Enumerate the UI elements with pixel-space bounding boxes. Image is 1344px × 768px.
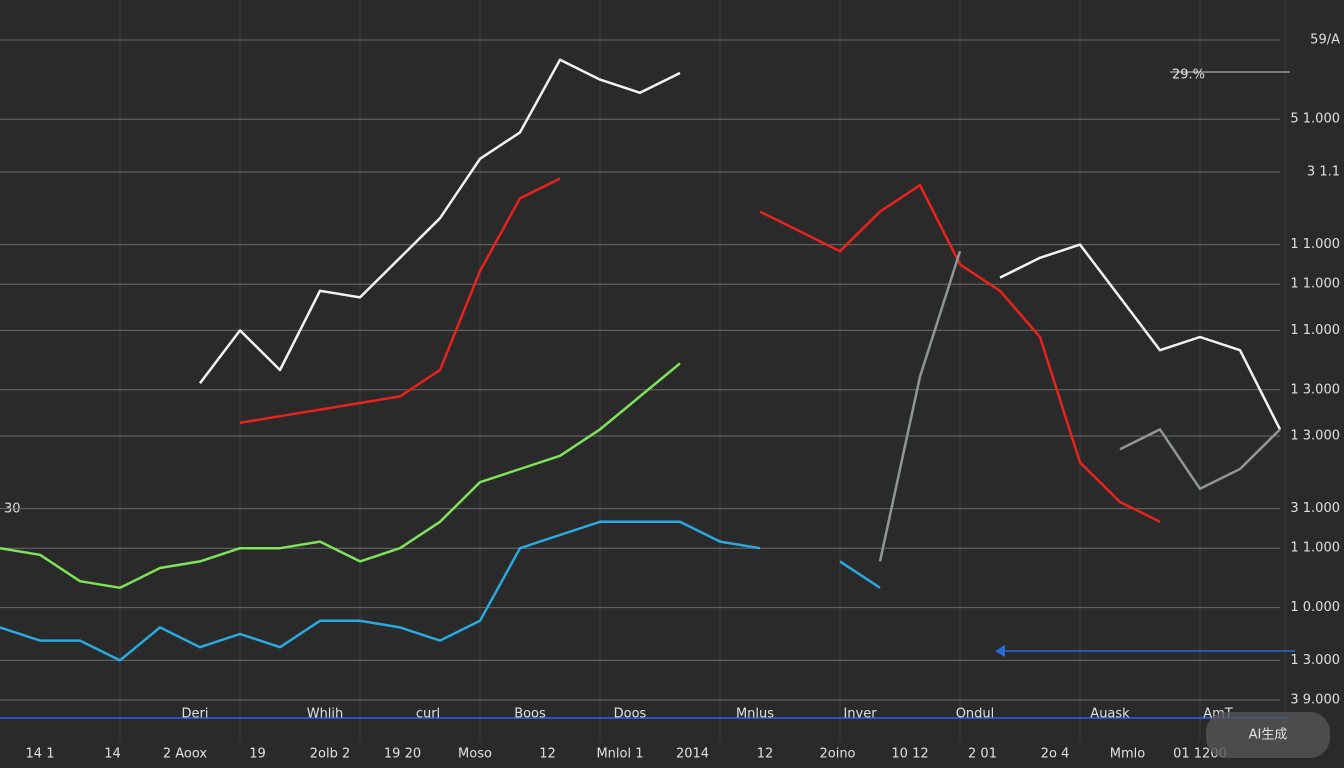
footer-label: 12 <box>757 747 774 762</box>
footer-label: 2o 4 <box>1041 747 1070 762</box>
y-tick-label: 59/A <box>1310 33 1340 48</box>
line-series <box>1119 428 1281 491</box>
footer-label: 14 1 <box>26 747 55 762</box>
vertical-grid <box>119 0 1286 740</box>
footer-label: 2olb 2 <box>310 747 351 762</box>
watermark: AI生成 <box>1249 728 1288 743</box>
x-tick-label: curl <box>416 707 440 722</box>
footer-label: 2 Aoox <box>163 747 208 762</box>
watermark-badge <box>1206 712 1330 758</box>
line-series <box>878 250 962 562</box>
line-series <box>0 520 761 662</box>
x-tick-label: Mnlus <box>736 707 774 722</box>
footer-label: 19 20 <box>384 747 421 762</box>
line-series <box>199 58 681 384</box>
x-tick-label: Ondul <box>956 707 995 722</box>
y-tick-label: 1 1.000 <box>1290 237 1340 252</box>
marker-arrow <box>995 645 1005 657</box>
y-tick-label: 1 0.000 <box>1290 600 1340 615</box>
footer-label: Mmlo <box>1110 747 1145 762</box>
x-tick-label: Auask <box>1090 707 1130 722</box>
x-tick-label: Boos <box>514 707 546 722</box>
y-tick-label: 5 1.000 <box>1290 112 1340 127</box>
footer-label: Moso <box>458 747 492 762</box>
y-tick-label: 1 3.000 <box>1290 429 1340 444</box>
x-tick-label: Deri <box>182 707 209 722</box>
y-tick-label: 1 1.000 <box>1290 323 1340 338</box>
line-series <box>759 183 1161 523</box>
chart-title: 29.% <box>1172 68 1205 83</box>
y-tick-label: 1 3.000 <box>1290 382 1340 397</box>
y-tick-label: 1 1.000 <box>1290 541 1340 556</box>
footer-label: 19 <box>249 747 266 762</box>
x-tick-label: Inver <box>843 707 877 722</box>
footer-label: Mnlol 1 <box>596 747 643 762</box>
x-tick-label: Whlih <box>307 707 344 722</box>
footer-label: 14 <box>104 747 121 762</box>
footer-label: 2014 <box>676 747 709 762</box>
line-series <box>0 362 681 590</box>
footer-label: 10 12 <box>891 747 928 762</box>
footer-label: 2oino <box>819 747 855 762</box>
y-tick-label: 3 1.1 <box>1307 165 1340 180</box>
y-tick-label: 1 3.000 <box>1290 653 1340 668</box>
footer-label: 2 01 <box>968 747 997 762</box>
line-series <box>839 560 881 589</box>
line-series <box>239 177 561 425</box>
line-series <box>999 243 1282 430</box>
y-tick-label: 3 9.000 <box>1290 693 1340 708</box>
x-tick-label: Doos <box>614 707 647 722</box>
y-tick-label: 3 1.000 <box>1290 501 1340 516</box>
footer-label: 12 <box>539 747 556 762</box>
y-tick-label: 1 1.000 <box>1290 277 1340 292</box>
